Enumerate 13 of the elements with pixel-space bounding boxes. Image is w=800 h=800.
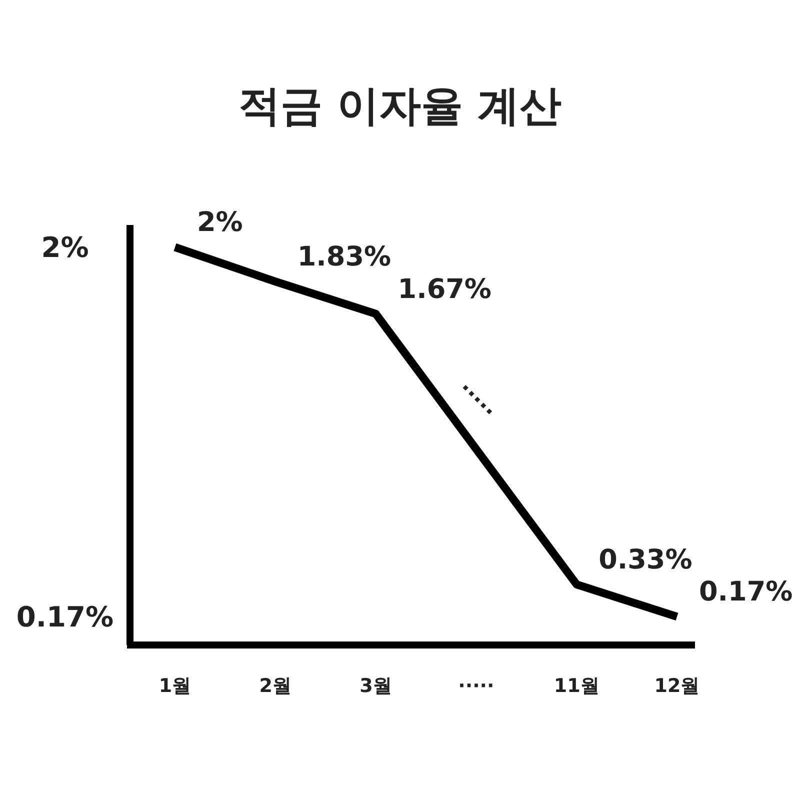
x-tick-label: 11월: [554, 675, 600, 697]
data-label: 1.67%: [398, 274, 492, 305]
data-label: 1.83%: [297, 242, 392, 273]
x-tick-label: 2월: [259, 675, 292, 697]
data-label: 2%: [197, 207, 243, 238]
data-label: 0.33%: [598, 544, 692, 576]
x-tick-label: 3월: [360, 675, 392, 697]
data-label: 0.17%: [699, 576, 793, 608]
chart-title: 적금 이자율 계산: [238, 81, 562, 130]
annotation: ·····: [452, 376, 500, 424]
x-tick-label: ·····: [458, 675, 494, 697]
x-tick-label: 1월: [158, 675, 192, 697]
x-tick-label: 12월: [654, 675, 700, 697]
